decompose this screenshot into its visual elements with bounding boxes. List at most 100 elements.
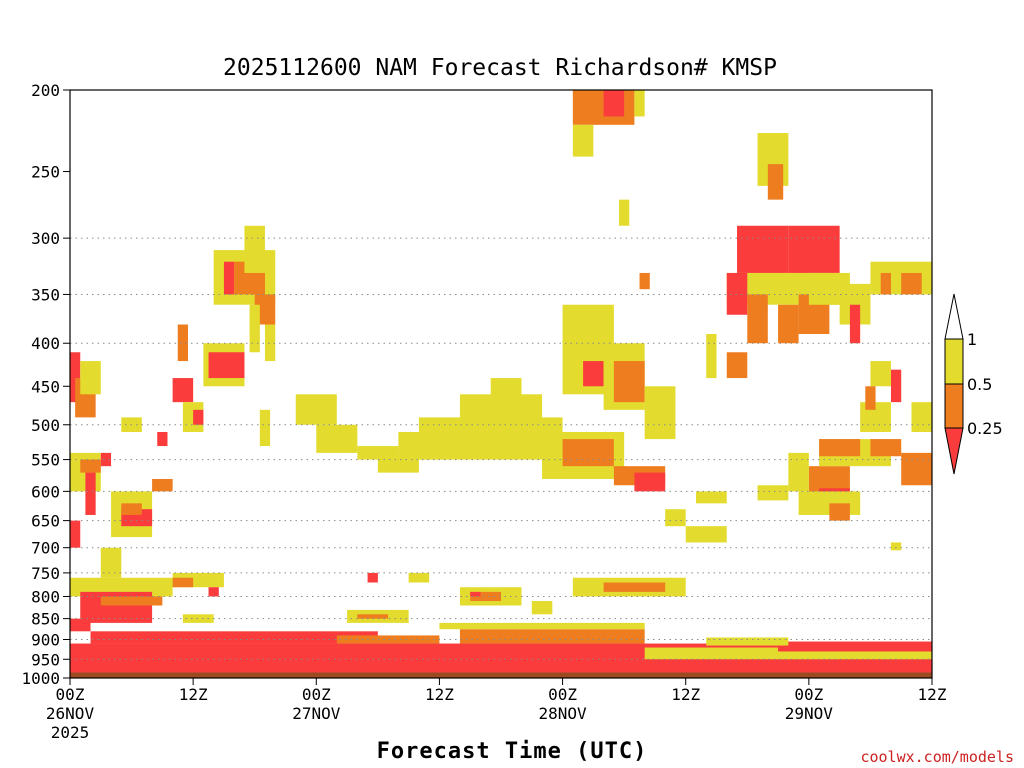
- heat-cell-red: [157, 431, 168, 447]
- heat-cell-yellow: [808, 272, 840, 305]
- heat-cell-yellow: [572, 124, 594, 157]
- heat-cell-red: [70, 520, 81, 548]
- heat-cell-orange: [880, 272, 891, 295]
- heat-cell-yellow: [860, 402, 891, 432]
- heat-cell-yellow: [531, 601, 553, 615]
- legend-label: 0.5: [967, 375, 992, 394]
- heat-cell-yellow: [685, 526, 727, 543]
- color-legend: 1 0.5 0.25: [944, 293, 1003, 475]
- heat-cell-red: [634, 472, 666, 492]
- heat-cell-yellow: [644, 647, 932, 660]
- heat-cell-orange: [829, 503, 850, 521]
- heat-cell-red: [778, 641, 932, 652]
- heat-cell-orange: [562, 439, 614, 467]
- legend-label: 0.25: [967, 419, 1003, 438]
- y-tick-label: 200: [31, 81, 60, 100]
- heat-cell-orange: [726, 352, 748, 379]
- x-tick-label: 12Z: [179, 685, 208, 704]
- heat-cell-red: [849, 304, 861, 344]
- credit-label[interactable]: coolwx.com/models: [860, 748, 1014, 766]
- heat-cell-orange: [767, 164, 784, 200]
- y-tick-label: 550: [31, 451, 60, 470]
- heat-cell-yellow: [706, 637, 789, 646]
- heat-cell-red: [788, 225, 840, 273]
- y-tick-label: 300: [31, 229, 60, 248]
- heat-cell-yellow: [911, 402, 932, 432]
- heat-cell-red: [100, 452, 112, 467]
- heat-cell-yellow: [264, 324, 276, 362]
- heat-cell-yellow: [408, 572, 430, 583]
- heat-cell-red: [172, 378, 194, 403]
- heat-cell-yellow: [757, 485, 789, 501]
- x-tick-label: 2025: [51, 723, 90, 742]
- heat-cell-orange: [747, 294, 768, 344]
- heat-cell-yellow: [439, 622, 645, 630]
- heat-cell-red: [726, 272, 748, 315]
- heat-cell-yellow: [788, 452, 809, 492]
- heat-cell-red: [193, 409, 204, 425]
- legend-label: 1: [967, 330, 977, 349]
- y-tick-label: 650: [31, 512, 60, 531]
- legend-bin-yellow: [944, 338, 964, 385]
- data-cells: [70, 90, 932, 673]
- heat-cell-yellow: [798, 491, 861, 515]
- x-tick-label: 00Z: [302, 685, 331, 704]
- heat-cell-orange: [459, 629, 645, 644]
- heat-cell-orange: [177, 324, 189, 362]
- x-tick-label: 00Z: [548, 685, 577, 704]
- y-tick-label: 350: [31, 285, 60, 304]
- heat-cell-orange: [470, 591, 501, 602]
- heat-cell-orange: [865, 386, 876, 410]
- heat-cell-yellow: [634, 90, 645, 117]
- heat-cell-orange: [100, 596, 163, 606]
- y-tick-label: 1000: [21, 669, 60, 688]
- x-tick-label: 28NOV: [538, 704, 587, 723]
- heat-cell-yellow: [644, 386, 676, 440]
- heat-cell-red: [470, 591, 481, 597]
- heat-cell-yellow: [70, 577, 173, 597]
- heat-cell-orange: [639, 272, 650, 290]
- legend-bin-above-1: [944, 293, 964, 340]
- heat-cell-red: [737, 225, 789, 273]
- heat-cell-yellow: [665, 509, 686, 527]
- legend-bin-red: [944, 427, 964, 475]
- y-tick-label: 700: [31, 539, 60, 558]
- chart-title: 2025112600 NAM Forecast Richardson# KMSP: [223, 55, 777, 81]
- heat-cell-red: [208, 352, 245, 379]
- heat-cell-orange: [152, 478, 173, 492]
- y-tick-label: 900: [31, 631, 60, 650]
- heat-cell-yellow: [244, 225, 265, 273]
- heat-cell-red: [223, 261, 235, 295]
- heat-cell-yellow: [695, 491, 727, 504]
- heat-cell-yellow: [316, 424, 358, 453]
- heat-cell-yellow: [890, 542, 902, 551]
- x-tick-label: 12Z: [425, 685, 454, 704]
- ground-layer: [70, 672, 932, 678]
- x-tick-label: 00Z: [794, 685, 823, 704]
- heat-cell-orange: [121, 503, 142, 515]
- heat-cell-red: [85, 472, 96, 515]
- y-tick-label: 250: [31, 163, 60, 182]
- y-tick-label: 450: [31, 377, 60, 396]
- heat-cell-yellow: [490, 378, 522, 399]
- heat-cell-orange: [336, 635, 440, 644]
- y-axis: 200 250 300 350 400 450 500 550 600 650 700 750 800 8…: [21, 81, 70, 688]
- heat-cell-orange: [80, 459, 101, 473]
- heat-cell-yellow: [100, 547, 122, 578]
- y-tick-label: 600: [31, 482, 60, 501]
- heat-cell-red: [890, 369, 902, 403]
- heat-cell-yellow: [182, 614, 214, 623]
- y-tick-label: 400: [31, 334, 60, 353]
- heat-cell-orange: [603, 582, 666, 592]
- heat-cell-red: [70, 618, 91, 632]
- heat-cell-orange: [901, 452, 932, 486]
- heat-cell-red: [603, 90, 625, 117]
- heat-cell-yellow: [80, 361, 101, 395]
- heat-cell-orange: [357, 614, 389, 619]
- heat-cell-red: [70, 352, 81, 403]
- heat-cell-yellow: [870, 361, 891, 387]
- x-tick-label: 27NOV: [292, 704, 341, 723]
- heat-cell-orange: [778, 304, 799, 344]
- heat-cell-yellow: [706, 333, 717, 379]
